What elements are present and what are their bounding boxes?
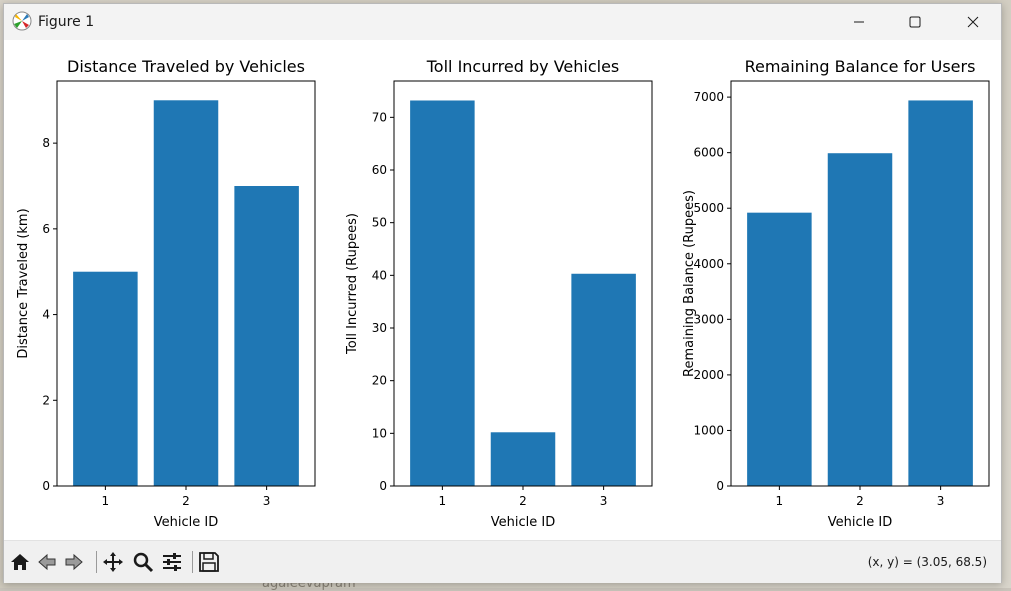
y-tick-label: 20: [372, 374, 387, 388]
pan-button[interactable]: [101, 550, 125, 574]
configure-icon: [163, 553, 181, 571]
title-bar[interactable]: Figure 1: [4, 4, 1001, 40]
x-tick-label: 1: [102, 494, 110, 508]
y-tick-label: 3000: [693, 312, 724, 326]
bar: [908, 100, 973, 486]
x-tick-label: 3: [263, 494, 271, 508]
configure-subplots-button[interactable]: [160, 550, 184, 574]
x-axis-label: Vehicle ID: [491, 515, 555, 530]
minimize-icon: [854, 21, 864, 23]
y-tick-label: 4: [42, 308, 50, 322]
y-tick-label: 7000: [693, 90, 724, 104]
pan-icon: [103, 552, 123, 572]
bar: [747, 212, 812, 486]
x-tick-label: 2: [519, 494, 527, 508]
save-icon: [199, 552, 219, 572]
toolbar-divider: [96, 551, 97, 573]
figure-canvas[interactable]: 0 2 4 6 8 1 2 3 Distance Traveled by Vehicles Veh…: [4, 40, 1001, 540]
y-tick-label: 0: [716, 479, 724, 493]
y-tick-label: 70: [372, 110, 387, 124]
y-tick-label: 8: [42, 136, 50, 150]
y-tick-label: 4000: [693, 257, 724, 271]
close-button[interactable]: [944, 4, 1002, 40]
bar: [827, 153, 893, 486]
forward-button[interactable]: [62, 550, 86, 574]
y-tick-label: 1000: [693, 423, 724, 437]
y-tick-label: 2: [42, 393, 50, 407]
cursor-coordinates: (x, y) = (3.05, 68.5): [867, 555, 987, 569]
y-axis-label: Distance Traveled (km): [16, 208, 31, 358]
y-tick-label: 5000: [693, 201, 724, 215]
home-icon: [11, 554, 29, 570]
bar: [234, 186, 299, 486]
y-axis-label: Remaining Balance (Rupees): [682, 190, 697, 377]
x-axis-label: Vehicle ID: [154, 515, 218, 530]
y-tick-label: 6: [42, 222, 50, 236]
zoom-icon: [133, 552, 154, 573]
bar: [153, 100, 219, 487]
y-axis-label: Toll Incurred (Rupees): [345, 213, 360, 355]
home-button[interactable]: [8, 550, 32, 574]
matplotlib-logo-icon: [12, 11, 32, 31]
y-tick-label: 60: [372, 163, 387, 177]
chart-title: Toll Incurred by Vehicles: [426, 57, 620, 76]
y-tick-label: 40: [372, 268, 387, 282]
minimize-button[interactable]: [830, 4, 888, 40]
window-title: Figure 1: [38, 14, 95, 30]
x-tick-label: 1: [776, 494, 784, 508]
toolbar-divider: [192, 551, 193, 573]
y-tick-label: 0: [379, 479, 387, 493]
maximize-button[interactable]: [886, 4, 944, 40]
zoom-button[interactable]: [131, 550, 155, 574]
maximize-icon: [909, 16, 921, 28]
x-tick-label: 2: [182, 494, 190, 508]
chart-title: Distance Traveled by Vehicles: [67, 57, 305, 76]
x-tick-label: 3: [600, 494, 608, 508]
y-tick-label: 0: [42, 479, 50, 493]
bar: [571, 273, 636, 486]
charts-svg: 0 2 4 6 8 1 2 3 Distance Traveled by Vehicles Veh…: [16, 57, 990, 530]
bar: [410, 100, 475, 487]
x-axis-label: Vehicle ID: [828, 515, 892, 530]
bar: [73, 271, 138, 486]
x-tick-label: 2: [856, 494, 864, 508]
y-tick-label: 2000: [693, 368, 724, 382]
chart-title: Remaining Balance for Users: [745, 57, 976, 76]
y-tick-label: 30: [372, 321, 387, 335]
save-button[interactable]: [197, 550, 221, 574]
back-button[interactable]: [35, 550, 59, 574]
close-icon: [967, 16, 979, 28]
x-tick-label: 3: [937, 494, 945, 508]
y-tick-label: 10: [372, 426, 387, 440]
y-tick-label: 50: [372, 216, 387, 230]
navigation-toolbar: (x, y) = (3.05, 68.5): [4, 540, 1001, 583]
x-tick-label: 1: [439, 494, 447, 508]
forward-icon: [65, 553, 83, 571]
y-tick-label: 6000: [693, 146, 724, 160]
figure-window: Figure 1 0 2 4 6 8 1 2 3 Distance Traveled by Ve…: [3, 3, 1002, 583]
back-icon: [38, 553, 56, 571]
bar: [490, 432, 556, 486]
